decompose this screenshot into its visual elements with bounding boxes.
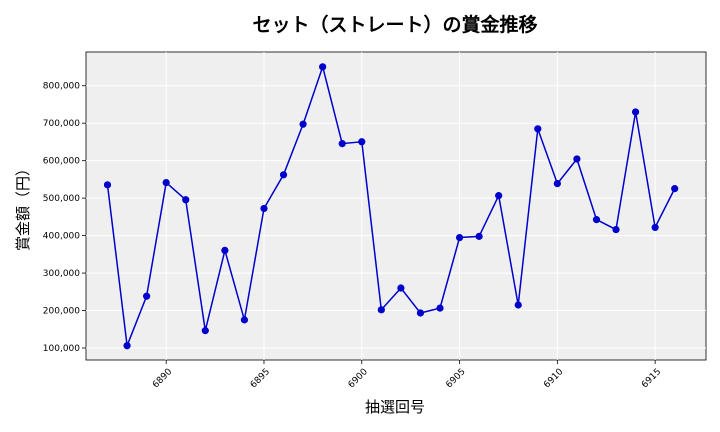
data-point [143,292,151,300]
data-point [123,342,131,350]
data-point [671,185,679,193]
y-tick-label: 800,000 [43,82,80,92]
x-tick-label: 6915 [640,367,663,390]
data-point [475,232,483,240]
data-point [612,225,620,234]
data-point [455,233,464,242]
data-point [162,178,170,187]
plot-area [85,51,707,361]
data-point [221,246,229,255]
y-tick-label: 300,000 [43,269,80,279]
data-point [240,316,249,324]
y-axis: 100,000 200,000 300,000 400,000 500,000 600,0… [43,82,86,354]
data-point [397,284,405,292]
y-tick-label: 500,000 [43,194,80,204]
y-tick-label: 100,000 [43,344,80,354]
series-polyline [106,64,676,346]
x-axis-label: 抽選回号 [365,398,425,416]
data-point [201,327,209,335]
y-axis-label: 賞金額（円） [14,161,32,251]
y-tick-label: 200,000 [43,307,80,317]
x-tick-label: 6890 [151,367,174,390]
series-line [103,63,679,350]
data-point [553,179,561,188]
y-tick-label: 700,000 [43,119,80,129]
data-point [319,63,327,71]
data-point [573,155,581,163]
y-tick-label: 400,000 [43,232,80,242]
data-point [260,204,268,213]
data-point [514,301,522,309]
y-tick-label: 600,000 [43,157,80,167]
data-point [377,306,385,314]
data-point [182,196,190,204]
data-point [436,304,444,312]
x-tick-label: 6905 [444,367,467,390]
data-point [103,181,112,189]
data-point [338,140,346,148]
data-point [592,216,601,224]
x-axis: 6890 6895 6900 6905 6910 6915 [151,360,663,390]
data-point [534,125,542,133]
chart-title: セット（ストレート）の賞金推移 [252,13,537,36]
data-point [631,108,640,116]
data-point [299,120,307,128]
x-tick-label: 6900 [347,367,370,390]
data-point [495,192,503,200]
x-tick-label: 6910 [542,367,565,390]
data-point [416,309,425,317]
x-tick-label: 6895 [249,367,272,390]
grid [86,52,706,360]
data-point [279,171,288,179]
data-point [358,138,366,146]
data-point [651,223,659,232]
